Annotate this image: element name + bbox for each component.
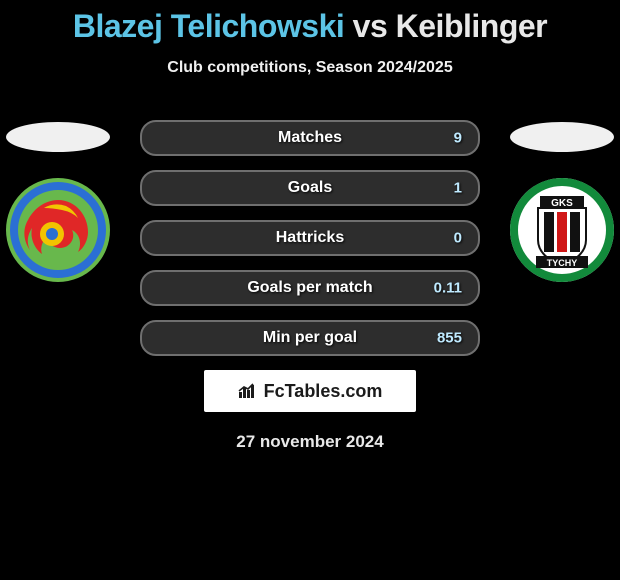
stat-label: Matches (278, 129, 342, 147)
club-left-logo (6, 178, 110, 282)
club-right-oval (510, 122, 614, 152)
player1-name: Blazej Telichowski (73, 8, 344, 44)
crest-top-text: GKS (551, 198, 573, 209)
stat-min-per-goal: Min per goal 855 (140, 320, 480, 356)
stat-goals: Goals 1 (140, 170, 480, 206)
bar-chart-icon (238, 382, 260, 400)
stat-label: Goals per match (247, 279, 372, 297)
subtitle: Club competitions, Season 2024/2025 (0, 59, 620, 77)
stat-label: Goals (288, 179, 332, 197)
stat-value-right: 0 (454, 230, 462, 247)
page-title: Blazej Telichowski vs Keiblinger (0, 0, 620, 45)
club-right: GKS TYCHY (502, 110, 620, 282)
stat-value-right: 855 (437, 330, 462, 347)
player2-name: Keiblinger (396, 8, 547, 44)
club-right-logo: GKS TYCHY (510, 178, 614, 282)
stat-label: Hattricks (276, 229, 344, 247)
date-line: 27 november 2024 (140, 432, 480, 452)
club-left-oval (6, 122, 110, 152)
stat-goals-per-match: Goals per match 0.11 (140, 270, 480, 306)
brand-link[interactable]: FcTables.com (238, 381, 383, 402)
gks-tychy-crest-icon: GKS TYCHY (510, 178, 614, 282)
brand-box[interactable]: FcTables.com (204, 370, 416, 412)
comparison-card: Blazej Telichowski vs Keiblinger Club co… (0, 0, 620, 580)
vs-label: vs (353, 8, 388, 44)
stats-column: Matches 9 Goals 1 Hattricks 0 Goals per … (140, 120, 480, 452)
stat-matches: Matches 9 (140, 120, 480, 156)
lion-crest-icon (6, 178, 110, 282)
stat-value-right: 0.11 (434, 280, 462, 297)
brand-label: FcTables.com (264, 381, 383, 402)
stat-label: Min per goal (263, 329, 357, 347)
stat-value-right: 9 (454, 130, 462, 147)
stat-value-right: 1 (454, 180, 462, 197)
club-left (0, 110, 118, 282)
stat-hattricks: Hattricks 0 (140, 220, 480, 256)
crest-bottom-text: TYCHY (547, 258, 578, 268)
